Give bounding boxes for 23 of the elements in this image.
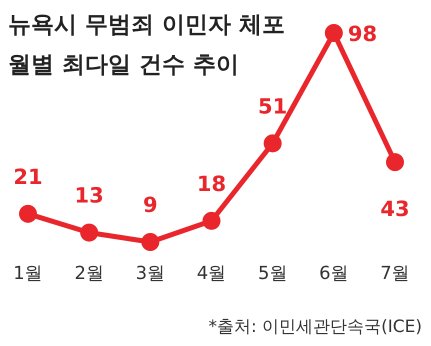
point	[324, 24, 343, 42]
x-tick-label: 5월	[258, 263, 288, 284]
x-tick-label: 4월	[196, 263, 226, 284]
x-tick-label: 3월	[136, 263, 166, 284]
data-label: 43	[380, 197, 410, 222]
point	[386, 153, 404, 172]
data-label: 9	[143, 193, 158, 217]
point	[202, 212, 220, 230]
data-label: 51	[258, 94, 288, 118]
data-label: 21	[13, 164, 43, 189]
point	[264, 134, 282, 152]
data-label: 18	[196, 172, 226, 196]
x-tick-label: 6월	[319, 263, 349, 284]
point	[141, 233, 160, 251]
data-label: 98	[348, 22, 378, 46]
x-tick-label: 7월	[380, 263, 410, 284]
x-tick-label: 2월	[74, 263, 104, 284]
chart-title: 뉴욕시 무범죄 이민자 체포 월별 최다일 건수 추이	[8, 12, 286, 78]
text: *출처: 이민세관단속국(ICE)	[208, 317, 422, 337]
x-tick-label: 1월	[13, 263, 43, 284]
point	[19, 204, 37, 223]
point	[80, 224, 98, 242]
data-label: 13	[74, 184, 104, 208]
